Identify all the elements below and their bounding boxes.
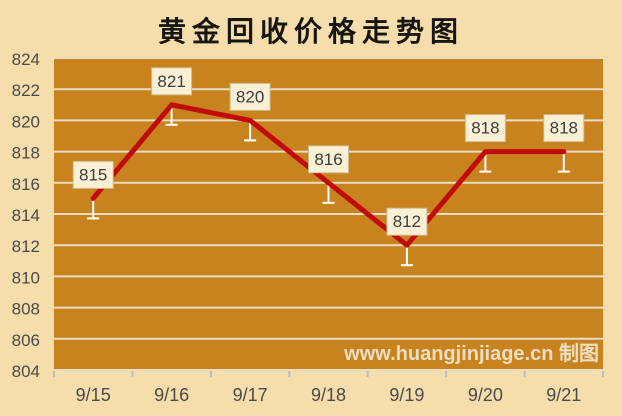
- svg-text:9/20: 9/20: [468, 385, 503, 405]
- svg-text:822: 822: [12, 81, 40, 100]
- svg-text:812: 812: [12, 237, 40, 256]
- svg-text:818: 818: [471, 119, 499, 138]
- svg-text:9/18: 9/18: [311, 385, 346, 405]
- svg-text:804: 804: [12, 362, 40, 381]
- svg-text:9/16: 9/16: [154, 385, 189, 405]
- svg-text:816: 816: [12, 175, 40, 194]
- svg-text:814: 814: [12, 206, 40, 225]
- svg-text:www.huangjinjiage.cn 制图: www.huangjinjiage.cn 制图: [343, 342, 599, 365]
- svg-text:810: 810: [12, 268, 40, 287]
- svg-text:818: 818: [12, 144, 40, 163]
- svg-text:824: 824: [12, 50, 40, 69]
- svg-text:812: 812: [393, 212, 421, 231]
- svg-text:9/21: 9/21: [546, 385, 581, 405]
- svg-text:818: 818: [550, 119, 578, 138]
- svg-text:820: 820: [12, 112, 40, 131]
- svg-text:820: 820: [236, 87, 264, 106]
- svg-text:808: 808: [12, 300, 40, 319]
- svg-text:816: 816: [314, 150, 342, 169]
- svg-text:9/15: 9/15: [76, 385, 111, 405]
- svg-text:806: 806: [12, 331, 40, 350]
- svg-text:9/19: 9/19: [389, 385, 424, 405]
- svg-text:821: 821: [157, 72, 185, 91]
- svg-text:815: 815: [79, 165, 107, 184]
- svg-text:9/17: 9/17: [233, 385, 268, 405]
